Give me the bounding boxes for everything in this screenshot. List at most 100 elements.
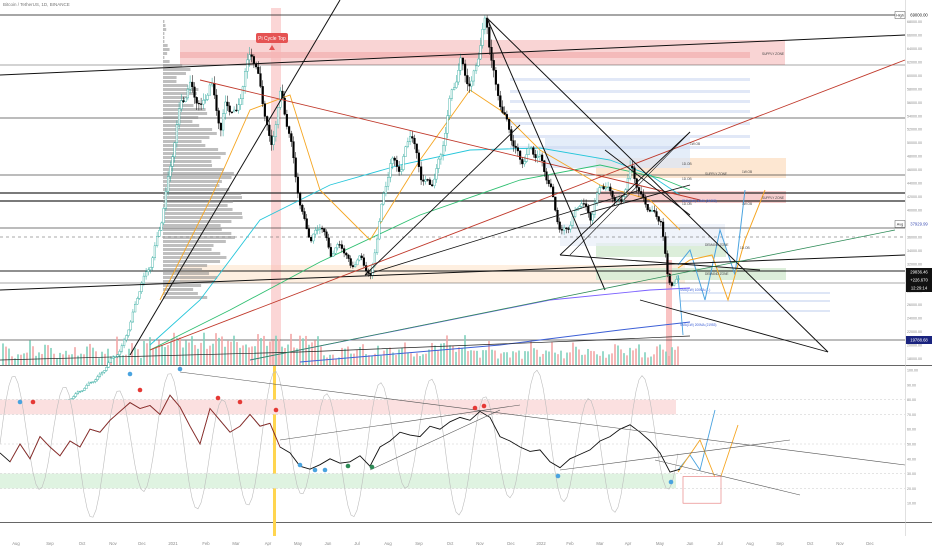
volume-bar [560, 350, 562, 365]
ma-line-blue [299, 321, 691, 363]
candle-body [72, 396, 75, 399]
x-tick-label: Jul [354, 541, 359, 546]
volume-profile-bar [163, 264, 208, 267]
volume-bar [485, 350, 487, 365]
volume-profile-bar [163, 36, 165, 39]
candle-body [149, 267, 152, 271]
candle-body [118, 350, 121, 355]
projection-path-blue [677, 189, 746, 301]
volume-profile-bar [163, 172, 234, 175]
demand-zone-box [596, 243, 726, 257]
volume-bar [572, 342, 574, 365]
ma-label: SMA(1W) 200MA (21953) [680, 323, 717, 327]
candle-body [290, 133, 293, 142]
candle-body [318, 228, 321, 230]
x-tick-label: Aug [384, 541, 392, 546]
candle-body [596, 192, 599, 204]
volume-bar [95, 351, 97, 365]
candle-body [323, 228, 326, 233]
volume-profile-bar [163, 200, 233, 203]
volume-bar [284, 347, 286, 365]
osc-trend-line [179, 371, 906, 466]
volume-bar [599, 355, 601, 365]
low-tag-value: 19788.68 [910, 338, 928, 343]
candle-body [329, 247, 332, 257]
volume-bar [152, 348, 154, 365]
candle-body [411, 136, 414, 139]
volume-bar [638, 344, 640, 365]
candle-body [83, 388, 86, 391]
candle-body [272, 136, 275, 145]
candle-body [472, 70, 475, 82]
volume-bar [314, 340, 316, 365]
candle-body [347, 254, 350, 259]
volume-bar [119, 355, 121, 365]
recent-signal-band [666, 260, 672, 365]
triangle-line [559, 131, 691, 256]
candle-body [144, 271, 148, 277]
ma-line-dark [0, 335, 691, 361]
x-tick-label: Jun [325, 541, 332, 546]
x-tick-label: 2022 [536, 541, 546, 546]
candle-body [574, 210, 577, 217]
zone-label: SUPPLY ZONE [762, 52, 784, 56]
volume-profile-bar [163, 276, 218, 279]
candle-body [351, 265, 354, 268]
volume-bar [677, 346, 679, 365]
candle-body [305, 218, 308, 229]
candle-body [391, 157, 394, 164]
volume-bar [443, 343, 445, 365]
osc-signal-marker [668, 479, 674, 485]
candle-body [558, 221, 561, 230]
candle-body [497, 84, 500, 96]
candle-body [310, 237, 313, 242]
x-tick-label: Nov [836, 541, 844, 546]
volume-profile-bar [163, 268, 202, 271]
volume-bar [608, 354, 610, 365]
candle-body [219, 122, 222, 131]
change-tag-box [906, 276, 932, 284]
volume-bar [2, 343, 4, 365]
candle-body [114, 356, 117, 358]
candle-body [424, 179, 427, 182]
candle-body [235, 109, 238, 112]
osc-bear-line [9, 394, 281, 462]
price-tick-label: 46000.00 [907, 168, 922, 172]
candle-body [534, 154, 537, 158]
osc-signal-marker [177, 366, 183, 372]
volume-profile-bar [163, 240, 226, 243]
volume-profile-bar [163, 244, 214, 247]
volume-bar [62, 354, 64, 365]
volume-profile-bar [163, 228, 222, 231]
x-tick-label: Apr [625, 541, 632, 546]
ma-label: SMA(1W) 100MA (...) [680, 288, 710, 292]
volume-bar [626, 355, 628, 365]
volume-bar [479, 357, 481, 365]
candle-body [611, 190, 614, 198]
volume-bar [635, 348, 637, 365]
countdown-tag-value: 12:29:14 [911, 286, 928, 291]
volume-bar [476, 350, 478, 365]
chart-header: Bitcoin / TetherUS, 1D, BINANCE [3, 2, 70, 7]
candle-body [589, 212, 592, 221]
candle-body [439, 154, 442, 160]
candle-body [536, 156, 539, 158]
volume-bar [368, 355, 370, 365]
liquidity-level [510, 110, 750, 113]
volume-bar [563, 358, 565, 365]
volume-profile-bar [163, 176, 232, 179]
candle-body [428, 179, 431, 185]
volume-profile-bar [163, 72, 186, 75]
candle-body [417, 152, 420, 167]
osc-signal-marker [345, 463, 351, 469]
zone-label: DEMAND ZONE [705, 243, 729, 247]
volume-bar [425, 353, 427, 365]
zone-label: SUPPLY ZONE [762, 196, 784, 200]
volume-bar [320, 346, 322, 365]
candle-body [560, 229, 563, 231]
volume-bar [74, 347, 76, 365]
candle-body [442, 145, 445, 155]
osc-tick-label: 80.00 [907, 398, 916, 402]
volume-bar [503, 352, 505, 365]
